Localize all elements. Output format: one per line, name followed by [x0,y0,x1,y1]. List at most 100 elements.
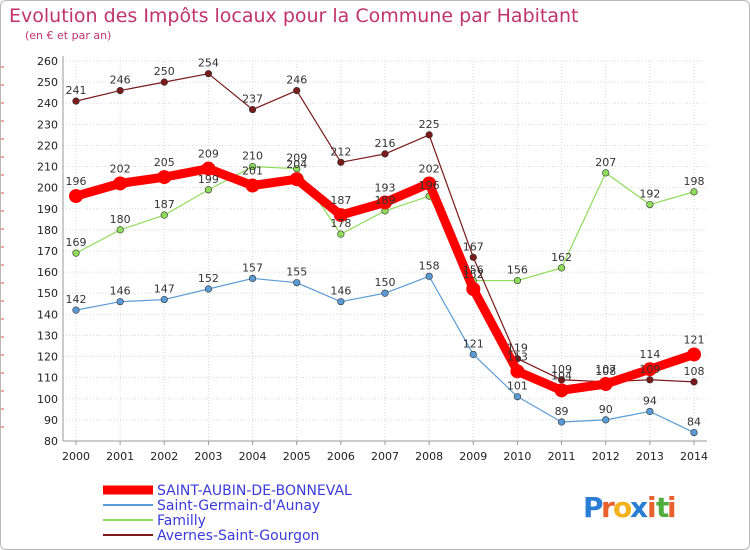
data-point [160,295,168,304]
logo-letter: i [647,491,657,524]
data-point [72,97,80,105]
data-label: 202 [419,162,440,175]
data-label: 147 [154,283,175,296]
data-label: 121 [684,333,705,346]
data-point [248,274,257,283]
data-label: 246 [286,74,307,87]
legend-label: Saint-Germain-d'Aunay [157,498,320,514]
chart-subtitle: (en € et par an) [25,29,112,42]
y-tick-label: 220 [37,139,58,152]
legend: SAINT-AUBIN-DE-BONNEVALSaint-Germain-d'A… [103,483,352,544]
series-1 [72,272,698,437]
data-label: 146 [110,285,131,298]
data-point [245,178,260,193]
data-label: 158 [419,259,440,272]
data-point [381,150,389,158]
data-label: 180 [110,213,131,226]
x-tick-label: 2005 [283,450,311,463]
data-label: 109 [639,363,660,376]
x-tick-label: 2001 [106,450,134,463]
data-point [69,189,83,204]
data-point [248,162,257,171]
data-point [116,298,124,306]
y-tick-label: 170 [37,245,58,258]
y-tick-label: 250 [37,76,58,89]
x-tick-label: 2009 [459,450,487,463]
y-tick-label: 190 [37,203,58,216]
data-point [72,306,80,314]
data-point [510,364,525,379]
x-tick-label: 2007 [371,450,399,463]
data-label: 209 [198,148,219,161]
data-point [378,195,392,210]
data-label: 209 [286,152,307,165]
data-label: 84 [687,416,701,429]
data-point [602,416,610,424]
data-label: 196 [66,175,87,188]
data-label: 167 [463,240,484,253]
data-label: 246 [110,74,131,87]
chart-title: Evolution des Impôts locaux pour la Comm… [9,5,579,27]
logo-letter: t [656,491,669,524]
data-label: 121 [463,337,484,350]
y-tick-label: 230 [37,118,58,131]
y-tick-label: 260 [37,55,58,68]
data-point [160,211,168,219]
data-point [422,176,437,191]
data-point [157,170,172,185]
data-label: 199 [198,173,219,186]
data-point [557,418,566,426]
data-point [113,176,128,191]
data-label: 196 [419,179,440,192]
data-label: 90 [599,403,613,416]
data-point [381,289,389,297]
data-label: 108 [684,365,705,378]
data-label: 142 [66,293,87,306]
y-tick-label: 210 [37,161,58,174]
data-label: 94 [643,394,657,407]
data-label: 169 [66,236,87,249]
x-tick-label: 2000 [62,450,90,463]
data-label: 198 [684,175,705,188]
logo-letter: o [613,491,632,524]
x-tick-label: 2004 [239,450,267,463]
data-label: 113 [507,350,528,363]
y-tick-label: 100 [37,393,58,406]
data-label: 193 [375,181,396,194]
x-tick-label: 2011 [548,450,576,463]
data-label: 119 [507,342,528,355]
x-tick-label: 2014 [680,450,708,463]
data-point [293,279,301,287]
data-label: 178 [330,217,351,230]
data-point [337,230,345,238]
data-label: 201 [242,165,263,178]
y-tick-label: 160 [37,266,58,279]
y-tick-label: 200 [37,182,58,195]
data-label: 155 [286,266,307,279]
x-tick-label: 2013 [636,450,664,463]
legend-label: Familly [157,513,206,529]
y-tick-label: 240 [37,97,58,110]
y-tick-label: 130 [37,329,58,342]
y-tick-label: 90 [44,414,58,427]
y-tick-label: 80 [44,435,58,448]
data-label: 109 [551,363,572,376]
x-tick-label: 2002 [150,450,178,463]
data-label: 205 [154,156,175,169]
series-2 [72,162,698,285]
y-tick-label: 180 [37,224,58,237]
data-label: 89 [555,405,569,418]
data-point [204,186,213,194]
data-label: 150 [375,276,396,289]
data-point [554,383,569,398]
data-label: 212 [330,145,351,158]
data-label: 225 [419,118,440,131]
data-point [557,264,566,272]
data-point [557,376,566,384]
data-label: 101 [507,380,528,393]
data-point [690,378,698,386]
data-label: 114 [639,348,660,361]
x-tick-label: 2010 [503,450,531,463]
